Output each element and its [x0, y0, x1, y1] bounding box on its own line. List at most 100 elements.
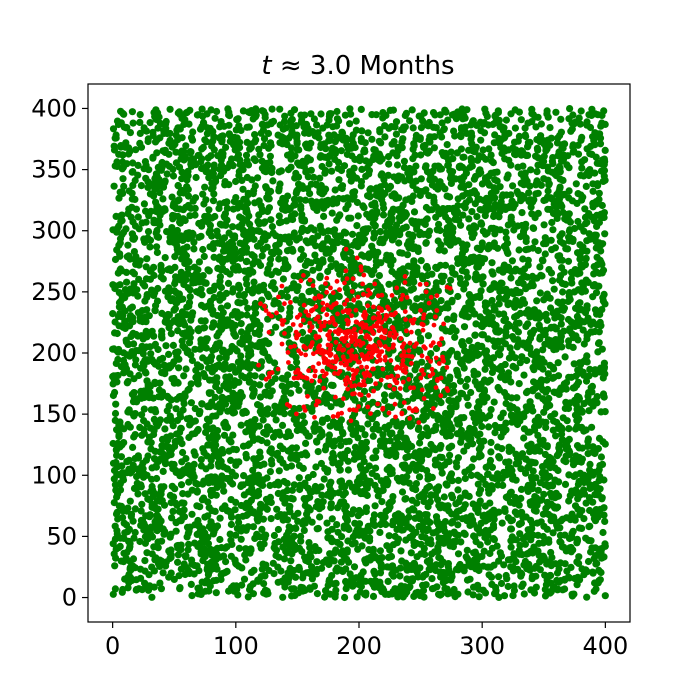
green-point [277, 167, 285, 175]
green-point [568, 279, 576, 287]
green-point [167, 297, 175, 305]
green-point [364, 129, 372, 137]
green-point [522, 469, 530, 477]
green-point [209, 286, 218, 294]
green-point [522, 132, 530, 141]
green-point [445, 349, 453, 357]
green-point [171, 280, 179, 288]
green-point [581, 205, 589, 213]
green-point [354, 424, 362, 432]
green-point [435, 590, 443, 598]
green-point [244, 304, 252, 312]
green-point [136, 118, 144, 126]
green-point [117, 453, 125, 461]
green-point [137, 182, 145, 190]
green-point [153, 422, 161, 430]
green-point [509, 563, 517, 571]
green-point [246, 347, 254, 355]
green-point [203, 415, 212, 423]
green-point [462, 382, 470, 390]
green-point [251, 534, 259, 543]
green-point [468, 306, 476, 314]
green-point [456, 507, 464, 515]
green-point [196, 125, 205, 133]
green-point [144, 452, 152, 460]
green-point [298, 547, 306, 556]
green-point [600, 107, 608, 115]
green-point [519, 580, 527, 588]
green-point [182, 365, 190, 373]
green-point [540, 175, 548, 183]
green-point [526, 182, 534, 190]
green-point [582, 377, 591, 385]
green-point [280, 535, 288, 544]
green-point [328, 525, 336, 533]
green-point [464, 273, 472, 281]
green-point [409, 269, 417, 277]
green-point [437, 165, 446, 173]
green-point [566, 105, 574, 113]
green-point [601, 176, 609, 184]
green-point [280, 117, 289, 126]
green-point [483, 112, 491, 120]
green-point [201, 579, 209, 587]
green-point [237, 352, 245, 360]
green-point [197, 462, 205, 470]
green-point [450, 528, 458, 536]
green-point [279, 593, 287, 601]
green-point [316, 513, 324, 521]
green-point [515, 380, 523, 388]
green-point [266, 481, 274, 490]
green-point [601, 230, 609, 238]
green-point [445, 375, 454, 384]
green-point [159, 195, 167, 203]
green-point [575, 444, 583, 452]
green-point [479, 315, 487, 324]
green-point [275, 248, 283, 256]
green-point [475, 593, 483, 601]
green-point [601, 146, 609, 154]
green-point [522, 237, 530, 246]
green-point [529, 407, 537, 415]
chart-title-math: t ≈ [261, 51, 301, 81]
green-point [409, 155, 417, 163]
green-point [597, 122, 605, 130]
green-point [126, 469, 135, 477]
green-point [109, 125, 118, 133]
green-point [490, 398, 498, 406]
green-point [309, 470, 317, 479]
green-point [376, 528, 384, 537]
green-point [358, 439, 366, 448]
green-point [597, 167, 606, 175]
green-point [362, 591, 370, 599]
green-point [189, 309, 197, 317]
green-point [412, 480, 420, 488]
green-point [547, 236, 555, 244]
green-point [396, 572, 404, 580]
green-point [416, 439, 424, 447]
green-point [417, 151, 425, 159]
green-point [242, 511, 251, 519]
green-point [584, 557, 593, 566]
green-point [325, 577, 333, 586]
green-point [482, 175, 490, 183]
green-point [338, 128, 346, 136]
green-point [190, 245, 198, 253]
green-point [136, 111, 144, 119]
green-point [565, 425, 573, 433]
green-point [507, 464, 515, 472]
green-point [579, 326, 587, 334]
green-point [222, 354, 230, 362]
green-point [541, 238, 549, 246]
green-point [129, 443, 137, 451]
green-point [561, 353, 569, 361]
green-point [212, 589, 220, 597]
green-point [507, 525, 515, 533]
green-point [542, 423, 550, 432]
green-point [109, 391, 117, 400]
green-point [275, 184, 283, 192]
green-point [519, 255, 527, 263]
green-point [126, 304, 134, 313]
green-point [333, 216, 341, 224]
green-point [192, 173, 200, 182]
